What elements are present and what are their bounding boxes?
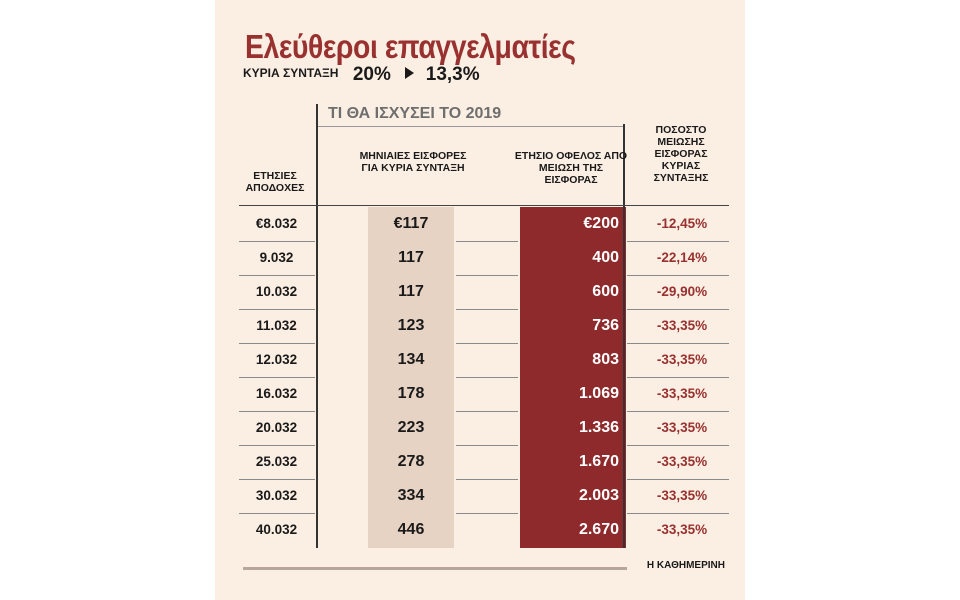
row-separator xyxy=(456,479,518,480)
period-heading: ΤΙ ΘΑ ΙΣΧΥΣΕΙ ΤΟ 2019 xyxy=(328,105,502,122)
row-separator xyxy=(627,445,729,446)
row-separator xyxy=(456,309,518,310)
table-row: 9.032 117 400 -22,14% xyxy=(215,241,745,275)
infographic-title: Ελεύθεροι επαγγελματίες xyxy=(245,28,576,65)
income-cell: 20.032 xyxy=(255,420,298,435)
income-column-header: ΕΤΗΣΙΕΣ ΑΠΟΔΟΧΕΣ xyxy=(245,170,305,194)
monthly-contribution-cell: €117 xyxy=(393,215,429,232)
income-cell: 9.032 xyxy=(259,250,294,265)
income-cell: 30.032 xyxy=(255,488,298,503)
table-row: 25.032 278 1.670 -33,35% xyxy=(215,445,745,479)
income-cell: 40.032 xyxy=(255,522,298,537)
source-credit: Η ΚΑΘΗΜΕΡΙΝΗ xyxy=(646,560,725,571)
row-separator xyxy=(239,377,315,378)
row-separator xyxy=(627,241,729,242)
row-separator xyxy=(456,445,518,446)
monthly-contribution-cell: 334 xyxy=(397,487,425,504)
row-separator xyxy=(239,479,315,480)
row-separator xyxy=(627,377,729,378)
header-underline xyxy=(239,205,729,206)
benefit-column-header: ΕΤΗΣΙΟ ΟΦΕΛΟΣ ΑΠΟ ΜΕΙΩΣΗ ΤΗΣ ΕΙΣΦΟΡΑΣ xyxy=(514,150,628,186)
table-row: 12.032 134 803 -33,35% xyxy=(215,343,745,377)
annual-benefit-cell: 2.003 xyxy=(578,487,619,504)
monthly-contribution-cell: 223 xyxy=(397,419,425,436)
annual-benefit-cell: 400 xyxy=(592,249,619,266)
infographic-panel: Ελεύθεροι επαγγελματίες ΚΥΡΙΑ ΣΥΝΤΑΞΗ 20… xyxy=(215,0,745,600)
monthly-column-header: ΜΗΝΙΑΙΕΣ ΕΙΣΦΟΡΕΣ ΓΙΑ ΚΥΡΙΑ ΣΥΝΤΑΞΗ xyxy=(359,150,467,174)
row-separator xyxy=(456,513,518,514)
income-cell: 16.032 xyxy=(255,386,298,401)
rate-to: 13,3% xyxy=(425,64,480,85)
income-cell: €8.032 xyxy=(255,216,298,231)
annual-benefit-cell: 1.336 xyxy=(578,419,619,436)
row-separator xyxy=(239,275,315,276)
monthly-column-band xyxy=(368,207,454,548)
arrow-right-icon xyxy=(405,67,415,79)
reduction-percent-cell: -33,35% xyxy=(656,420,708,435)
row-separator xyxy=(239,513,315,514)
rate-change-label: ΚΥΡΙΑ ΣΥΝΤΑΞΗ xyxy=(243,66,339,80)
annual-benefit-cell: 2.670 xyxy=(578,521,619,538)
monthly-contribution-cell: 117 xyxy=(398,283,424,300)
annual-benefit-cell: 736 xyxy=(592,317,619,334)
annual-benefit-cell: 1.069 xyxy=(578,385,619,402)
monthly-contribution-cell: 178 xyxy=(397,385,425,402)
income-cell: 10.032 xyxy=(255,284,298,299)
period-divider-left xyxy=(316,104,318,548)
table-row: 20.032 223 1.336 -33,35% xyxy=(215,411,745,445)
row-separator xyxy=(627,513,729,514)
monthly-contribution-cell: 123 xyxy=(397,317,425,334)
row-separator xyxy=(627,343,729,344)
row-separator xyxy=(627,411,729,412)
table-row: 11.032 123 736 -33,35% xyxy=(215,309,745,343)
row-separator xyxy=(627,309,729,310)
table-row: €8.032 €117 €200 -12,45% xyxy=(215,207,745,241)
reduction-column-header: ΠΟΣΟΣΤΟ ΜΕΙΩΣΗΣ ΕΙΣΦΟΡΑΣ ΚΥΡΙΑΣ ΣΥΝΤΑΞΗΣ xyxy=(653,124,709,184)
table-row: 40.032 446 2.670 -33,35% xyxy=(215,513,745,547)
reduction-percent-cell: -33,35% xyxy=(656,386,708,401)
reduction-percent-cell: -33,35% xyxy=(656,454,708,469)
monthly-contribution-cell: 134 xyxy=(397,351,425,368)
income-cell: 12.032 xyxy=(255,352,298,367)
row-separator xyxy=(239,411,315,412)
row-separator xyxy=(239,309,315,310)
footer-rule xyxy=(243,567,627,570)
reduction-percent-cell: -12,45% xyxy=(656,216,708,231)
annual-benefit-cell: €200 xyxy=(583,215,619,232)
row-separator xyxy=(456,241,518,242)
table-row: 16.032 178 1.069 -33,35% xyxy=(215,377,745,411)
monthly-contribution-cell: 446 xyxy=(397,521,425,538)
row-separator xyxy=(456,343,518,344)
row-separator xyxy=(456,275,518,276)
monthly-contribution-cell: 117 xyxy=(398,249,424,266)
row-separator xyxy=(627,479,729,480)
monthly-contribution-cell: 278 xyxy=(397,453,425,470)
row-separator xyxy=(456,377,518,378)
row-separator xyxy=(456,411,518,412)
table-row: 10.032 117 600 -29,90% xyxy=(215,275,745,309)
reduction-percent-cell: -29,90% xyxy=(656,284,708,299)
table-row: 30.032 334 2.003 -33,35% xyxy=(215,479,745,513)
reduction-percent-cell: -33,35% xyxy=(656,352,708,367)
income-cell: 11.032 xyxy=(256,318,297,333)
rate-from: 20% xyxy=(352,64,391,85)
annual-benefit-cell: 600 xyxy=(592,283,619,300)
period-underline xyxy=(318,126,623,127)
income-cell: 25.032 xyxy=(255,454,298,469)
period-divider-right xyxy=(623,124,625,548)
row-separator xyxy=(239,445,315,446)
row-separator xyxy=(239,241,315,242)
benefit-column-band xyxy=(520,207,626,548)
annual-benefit-cell: 803 xyxy=(592,351,619,368)
reduction-percent-cell: -33,35% xyxy=(656,488,708,503)
row-separator xyxy=(627,275,729,276)
reduction-percent-cell: -33,35% xyxy=(656,318,708,333)
rate-change-line: ΚΥΡΙΑ ΣΥΝΤΑΞΗ 20% 13,3% xyxy=(243,64,480,86)
reduction-percent-cell: -22,14% xyxy=(656,250,708,265)
annual-benefit-cell: 1.670 xyxy=(578,453,619,470)
reduction-percent-cell: -33,35% xyxy=(656,522,708,537)
row-separator xyxy=(239,343,315,344)
